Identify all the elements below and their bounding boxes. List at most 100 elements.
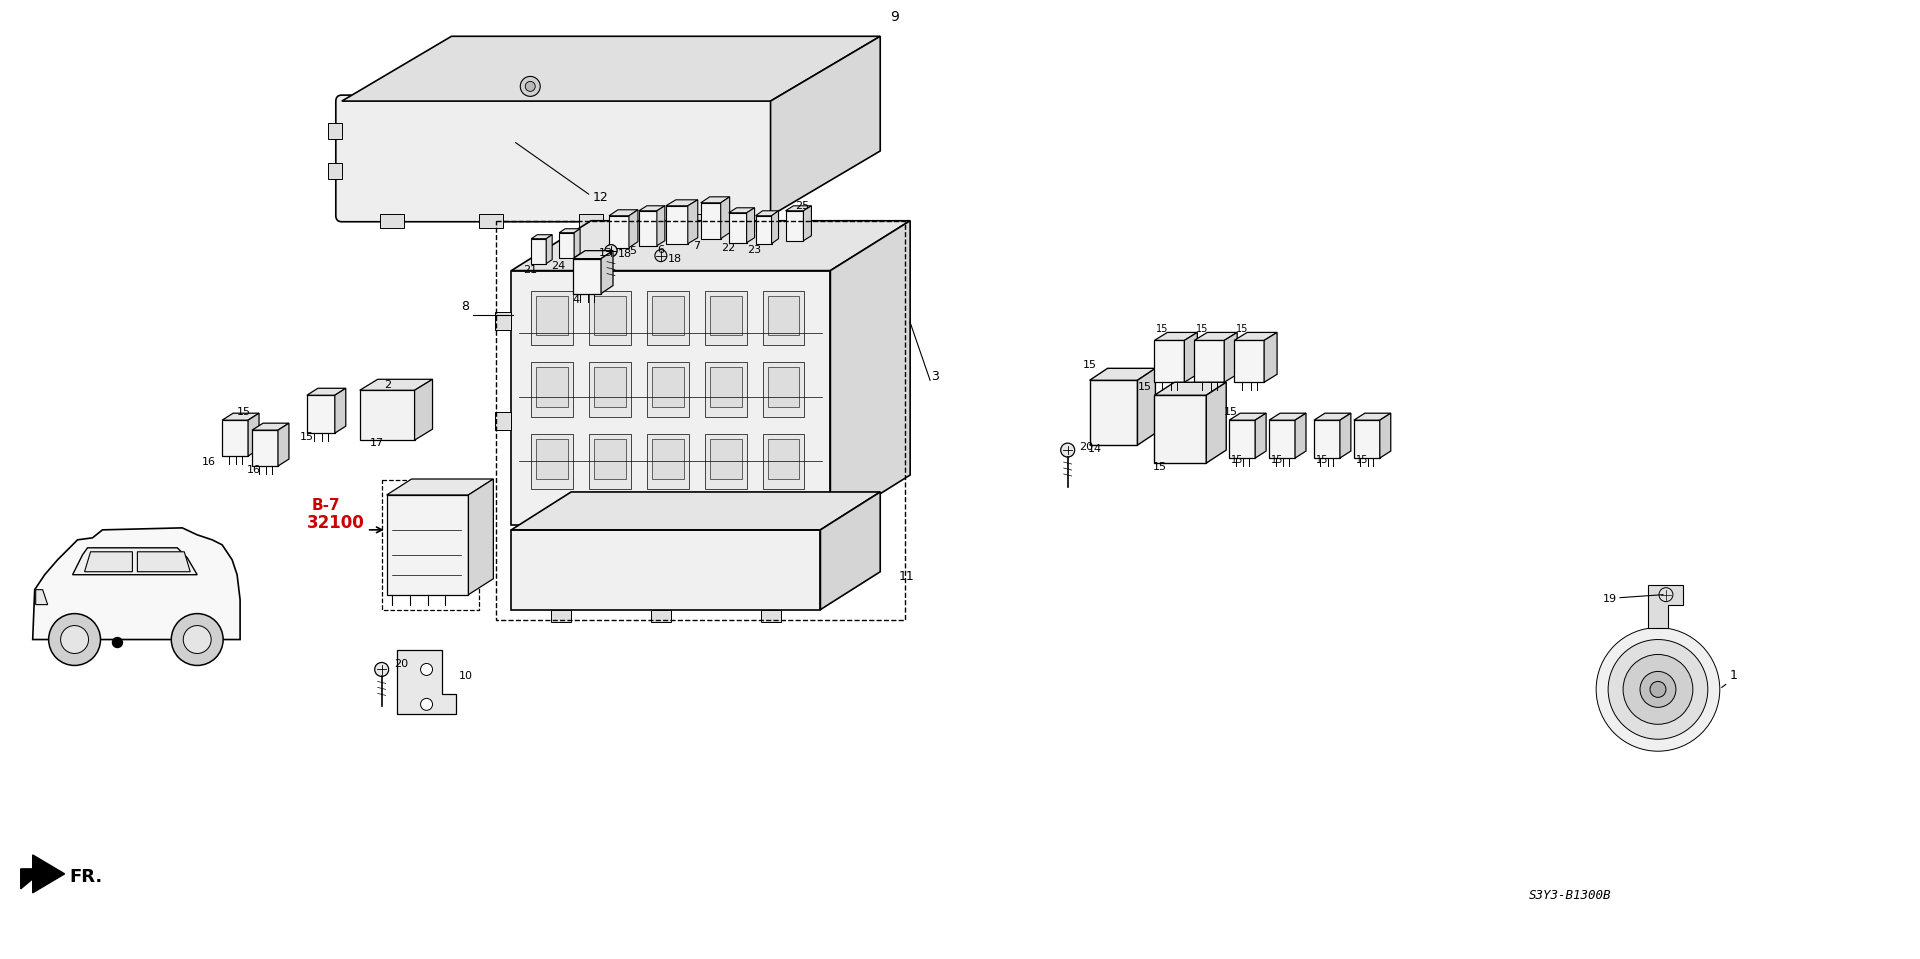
Polygon shape (511, 530, 820, 610)
Polygon shape (1194, 333, 1236, 340)
Polygon shape (252, 431, 278, 466)
Polygon shape (574, 229, 580, 258)
Polygon shape (574, 259, 601, 293)
Polygon shape (1263, 333, 1277, 383)
Circle shape (48, 614, 100, 666)
Bar (762, 291, 804, 345)
Polygon shape (532, 235, 553, 239)
Polygon shape (639, 211, 657, 246)
Polygon shape (511, 221, 910, 270)
Bar (647, 291, 689, 345)
Circle shape (605, 245, 616, 257)
Text: 15: 15 (1152, 462, 1167, 472)
Circle shape (1609, 640, 1707, 739)
Polygon shape (223, 420, 248, 456)
Bar (589, 291, 632, 345)
Polygon shape (1154, 333, 1198, 340)
Polygon shape (1185, 333, 1198, 383)
Bar (710, 439, 741, 479)
Text: 12: 12 (593, 191, 609, 204)
Polygon shape (687, 199, 697, 244)
Polygon shape (730, 208, 755, 213)
Circle shape (655, 249, 666, 262)
Text: S3Y3-B1300B: S3Y3-B1300B (1528, 889, 1611, 901)
Bar (495, 313, 511, 331)
Bar (647, 363, 689, 417)
Polygon shape (1137, 368, 1156, 445)
Polygon shape (1194, 340, 1225, 383)
Text: 16: 16 (248, 465, 261, 475)
Polygon shape (397, 649, 457, 714)
Polygon shape (1380, 413, 1390, 458)
Circle shape (1659, 588, 1672, 601)
Polygon shape (756, 216, 772, 244)
Bar (760, 610, 781, 621)
Polygon shape (223, 413, 259, 420)
Text: 1: 1 (1730, 669, 1738, 683)
Circle shape (1060, 443, 1075, 457)
Text: 11: 11 (899, 570, 914, 583)
Polygon shape (138, 551, 190, 572)
Polygon shape (359, 390, 415, 440)
Text: 21: 21 (524, 265, 538, 274)
Bar (589, 363, 632, 417)
Bar (647, 434, 689, 489)
Polygon shape (73, 548, 198, 574)
Bar (651, 610, 670, 621)
Polygon shape (666, 206, 687, 244)
Polygon shape (601, 250, 612, 293)
Text: 32100: 32100 (307, 514, 365, 532)
Circle shape (526, 82, 536, 91)
Polygon shape (1154, 395, 1206, 463)
Polygon shape (820, 492, 879, 610)
Polygon shape (1340, 413, 1352, 458)
Text: 15: 15 (1236, 324, 1248, 335)
Polygon shape (730, 213, 747, 243)
Text: 2: 2 (384, 381, 392, 390)
Polygon shape (829, 221, 910, 525)
Polygon shape (1354, 413, 1390, 420)
Bar (382, 480, 480, 610)
Bar (653, 439, 684, 479)
Text: 15: 15 (1225, 408, 1238, 417)
Polygon shape (756, 211, 778, 216)
Bar (532, 434, 574, 489)
Polygon shape (386, 479, 493, 495)
Bar (768, 439, 799, 479)
Bar (710, 367, 741, 408)
Polygon shape (1235, 333, 1277, 340)
Polygon shape (803, 206, 812, 241)
Polygon shape (772, 211, 778, 244)
Circle shape (113, 638, 123, 647)
Bar (593, 295, 626, 336)
Bar (580, 214, 603, 227)
Polygon shape (1313, 413, 1352, 420)
Polygon shape (747, 208, 755, 243)
Polygon shape (1229, 413, 1265, 420)
Polygon shape (248, 413, 259, 456)
Text: 15: 15 (1156, 324, 1169, 335)
Polygon shape (511, 492, 879, 530)
Circle shape (1640, 671, 1676, 708)
Polygon shape (609, 216, 630, 247)
Circle shape (605, 245, 616, 257)
Bar (659, 525, 684, 539)
Polygon shape (701, 197, 730, 202)
Polygon shape (532, 239, 545, 264)
Text: 13: 13 (599, 247, 612, 258)
Polygon shape (1647, 585, 1684, 627)
Bar (497, 221, 904, 620)
Polygon shape (545, 235, 553, 264)
Text: 24: 24 (551, 261, 564, 270)
Bar (536, 367, 568, 408)
Polygon shape (1256, 413, 1265, 458)
Bar (705, 434, 747, 489)
Polygon shape (278, 423, 288, 466)
Text: 15: 15 (1137, 383, 1152, 392)
Polygon shape (701, 202, 720, 239)
Text: 15: 15 (1196, 324, 1210, 335)
Polygon shape (785, 206, 812, 211)
Text: 7: 7 (693, 241, 701, 250)
Polygon shape (252, 423, 288, 431)
Text: 18: 18 (618, 248, 632, 259)
